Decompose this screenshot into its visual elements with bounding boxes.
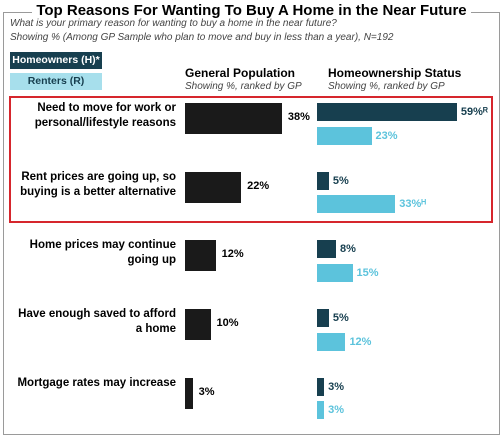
category-label: Rent prices are going up, so buying is a… xyxy=(20,170,176,198)
value-label: 23% xyxy=(375,129,398,142)
value-label: 10% xyxy=(216,317,239,330)
bar xyxy=(317,377,325,396)
bar xyxy=(185,240,216,272)
subtitle: What is your primary reason for wanting … xyxy=(10,18,337,29)
value-label: 33%ᴴ xyxy=(399,198,427,211)
bar xyxy=(317,126,372,145)
value-label: 5% xyxy=(332,174,349,187)
bar xyxy=(317,103,457,121)
panel-title: Homeownership Status xyxy=(328,66,462,80)
chart-title-text: Top Reasons For Wanting To Buy A Home in… xyxy=(32,2,471,19)
bar xyxy=(317,171,329,190)
category-label: Have enough saved to afford a home xyxy=(18,308,176,336)
bar xyxy=(317,309,329,328)
panel-subtitle: Showing %, ranked by GP xyxy=(328,81,445,92)
value-label: 22% xyxy=(247,179,270,192)
legend-item: Renters (R) xyxy=(10,73,102,90)
bar xyxy=(317,195,396,214)
legend-item: Homeowners (H)* xyxy=(10,52,102,69)
bar xyxy=(185,103,282,134)
bar xyxy=(185,309,211,341)
value-label: 59%ᴿ xyxy=(460,106,488,118)
value-label: 15% xyxy=(356,266,379,279)
category-label: Need to move for work or personal/lifest… xyxy=(34,102,176,129)
category-label: Home prices may continue going up xyxy=(29,239,176,267)
highlight-box xyxy=(9,96,493,223)
chart-title: Top Reasons For Wanting To Buy A Home in… xyxy=(0,2,503,20)
bar xyxy=(185,171,242,203)
category-label: Mortgage rates may increase xyxy=(17,376,176,389)
value-label: 38% xyxy=(287,111,310,123)
bar xyxy=(317,263,353,282)
bar xyxy=(317,332,346,351)
panel-subtitle: Showing %, ranked by GP xyxy=(185,81,302,92)
bar xyxy=(317,401,325,420)
bar xyxy=(185,377,193,409)
value-label: 3% xyxy=(328,380,345,393)
value-label: 3% xyxy=(328,404,345,417)
value-label: 3% xyxy=(198,385,215,398)
bar xyxy=(317,240,336,259)
value-label: 12% xyxy=(349,335,372,348)
subtitle: Showing % (Among GP Sample who plan to m… xyxy=(10,32,394,43)
value-label: 12% xyxy=(221,248,244,261)
value-label: 5% xyxy=(332,312,349,325)
value-label: 8% xyxy=(339,243,356,256)
panel-title: General Population xyxy=(185,66,296,80)
